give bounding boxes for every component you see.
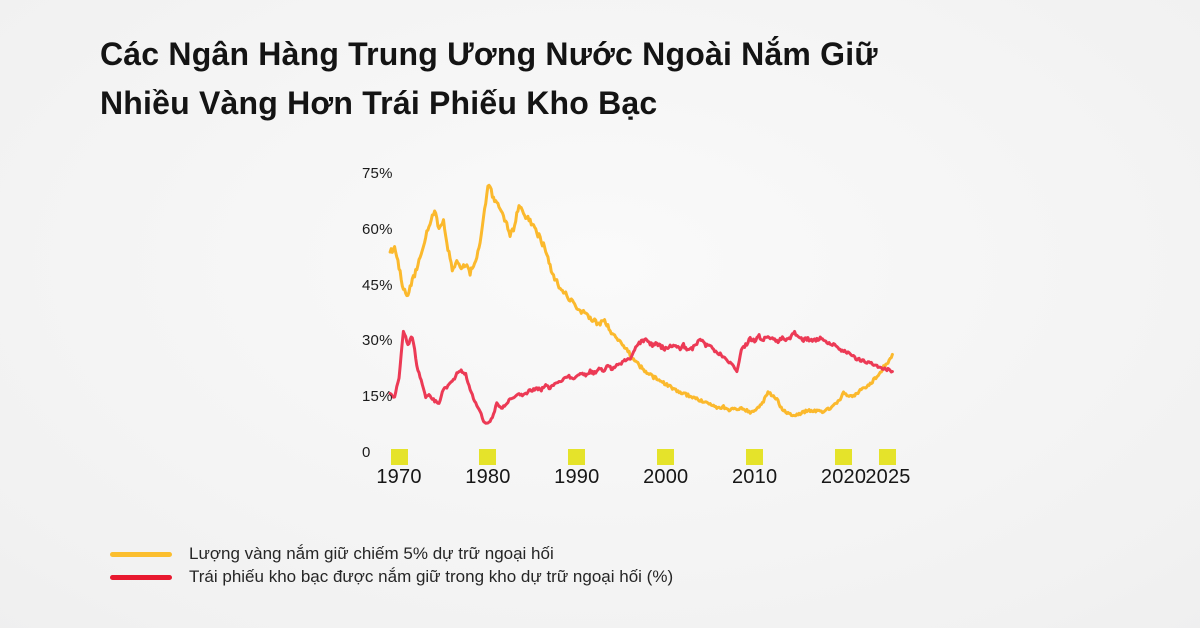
x-tick-label-2000: 2000: [643, 466, 689, 488]
legend-label-treasury: Trái phiếu kho bạc được nắm giữ trong kh…: [189, 567, 674, 586]
x-tick-marker-1990: [568, 449, 586, 465]
legend-item-gold: Lượng vàng nắm giữ chiếm 5% dự trữ ngoại…: [110, 544, 673, 564]
x-tick-marker-2010: [746, 449, 764, 465]
x-tick-label-1980: 1980: [465, 466, 511, 488]
y-tick-label-75: 75%: [362, 165, 393, 182]
y-tick-label-30: 30%: [362, 332, 393, 350]
x-tick-label-1990: 1990: [554, 466, 600, 488]
legend-swatch-gold: [110, 551, 172, 557]
x-tick-label-2020: 2020: [820, 466, 867, 488]
chart-title-line-2: Nhiều Vàng Hơn Trái Phiếu Kho Bạc: [100, 85, 658, 121]
x-tick-label-1970: 1970: [376, 466, 422, 488]
y-tick-label-45: 45%: [362, 276, 393, 294]
x-tick-label-2010: 2010: [731, 466, 778, 488]
y-tick-label-60: 60%: [362, 220, 393, 238]
legend-label-gold: Lượng vàng nắm giữ chiếm 5% dự trữ ngoại…: [189, 544, 554, 563]
treasury-holdings-line: [388, 329, 894, 425]
x-tick-marker-2025: [879, 449, 897, 465]
chart-title-line-1: Các Ngân Hàng Trung Ương Nước Ngoài Nắm …: [100, 36, 878, 72]
x-tick-marker-2020: [835, 449, 853, 465]
x-tick-marker-2000: [657, 449, 675, 465]
x-tick-label-2025: 2025: [865, 466, 911, 488]
x-tick-marker-1980: [479, 449, 497, 465]
legend: Lượng vàng nắm giữ chiếm 5% dự trữ ngoại…: [110, 544, 673, 587]
legend-swatch-treasury: [110, 574, 172, 580]
x-tick-marker-1970: [390, 449, 408, 465]
y-tick-label-0: 0: [362, 444, 371, 461]
chart-title: Các Ngân Hàng Trung Ương Nước Ngoài Nắm …: [100, 30, 878, 128]
legend-item-treasury: Trái phiếu kho bạc được nắm giữ trong kh…: [110, 567, 673, 587]
gold-reserves-line: [388, 183, 894, 418]
y-tick-label-15: 15%: [362, 388, 393, 406]
